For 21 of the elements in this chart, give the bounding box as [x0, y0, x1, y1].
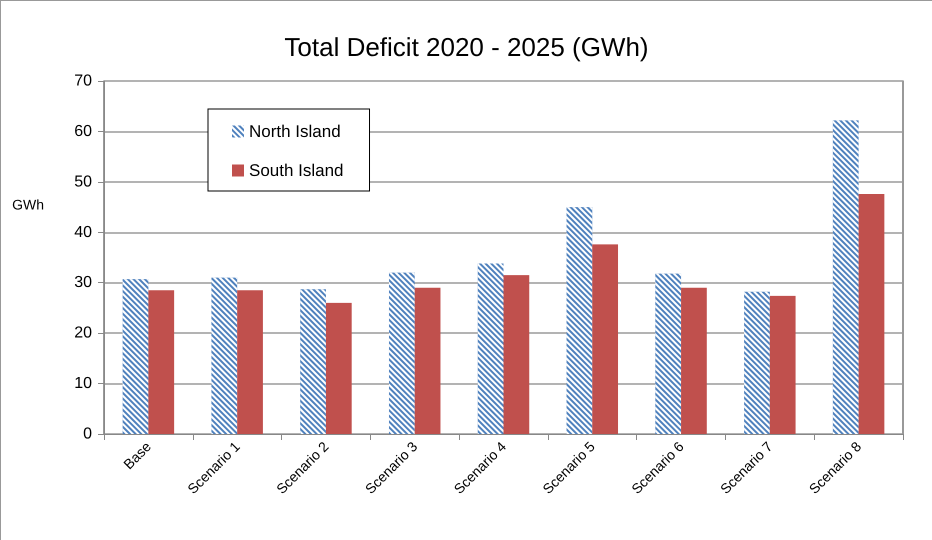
y-tick-label: 30	[74, 274, 92, 292]
bar	[148, 290, 174, 434]
legend-label: North Island	[249, 122, 341, 141]
y-tick-label: 70	[74, 72, 92, 90]
y-tick-label: 20	[74, 324, 92, 342]
bar	[858, 194, 884, 434]
bar	[770, 296, 796, 434]
bar	[326, 302, 352, 434]
y-tick-label: 40	[74, 224, 92, 241]
bar	[592, 244, 618, 434]
y-tick-label: 0	[83, 426, 92, 442]
bar	[237, 290, 263, 434]
bar	[414, 288, 440, 434]
legend-label: South Island	[249, 161, 344, 180]
bar	[504, 275, 530, 434]
y-tick-label: 10	[74, 375, 92, 392]
bar	[681, 288, 707, 434]
chart-title: Total Deficit 2020 - 2025 (GWh)	[284, 32, 649, 62]
y-tick-label: 60	[74, 122, 92, 140]
y-axis-title: GWh	[12, 196, 44, 212]
y-tick-label: 50	[74, 173, 92, 190]
